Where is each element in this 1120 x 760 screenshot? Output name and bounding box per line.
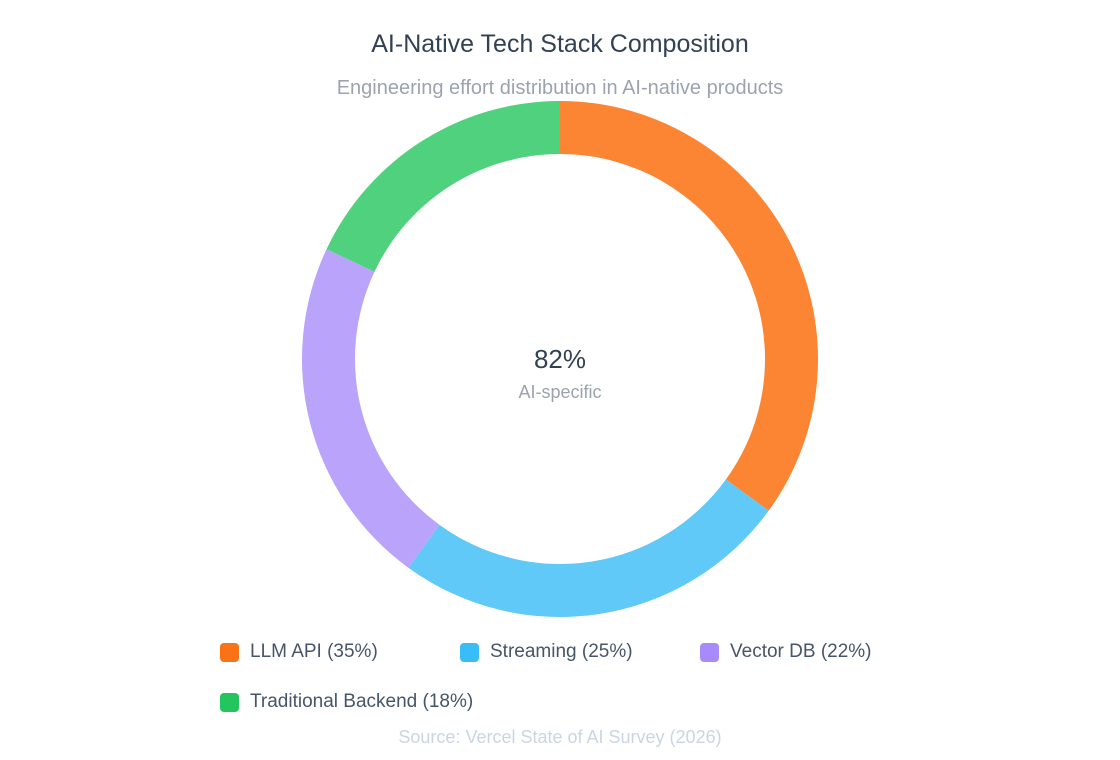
donut-slice-streaming[interactable]	[408, 479, 769, 617]
donut-slice-llm-api[interactable]	[560, 101, 818, 511]
center-value: 82%	[533, 344, 587, 374]
legend-label: Streaming (25%)	[490, 641, 633, 662]
legend-label: Traditional Backend (18%)	[250, 691, 474, 712]
legend-label: Vector DB (22%)	[730, 641, 872, 662]
center-label: AI-specific	[518, 382, 602, 402]
chart-subtitle: Engineering effort distribution in AI-na…	[336, 77, 784, 99]
donut-slice-traditional-backend[interactable]	[326, 101, 560, 272]
legend-label: LLM API (35%)	[250, 641, 378, 662]
legend-swatch	[700, 642, 719, 662]
legend-item-vector-db[interactable]: Vector DB (22%)	[700, 641, 872, 663]
legend-item-streaming[interactable]: Streaming (25%)	[460, 641, 633, 663]
source-note: Source: Vercel State of AI Survey (2026)	[398, 727, 722, 747]
legend-item-traditional-backend[interactable]: Traditional Backend (18%)	[220, 691, 473, 713]
legend-swatch	[460, 642, 479, 662]
chart-title: AI-Native Tech Stack Composition	[371, 30, 749, 58]
legend-item-llm-api[interactable]: LLM API (35%)	[220, 641, 378, 663]
legend-swatch	[220, 642, 239, 662]
donut-slice-vector-db[interactable]	[302, 249, 440, 568]
legend-swatch	[220, 692, 239, 712]
